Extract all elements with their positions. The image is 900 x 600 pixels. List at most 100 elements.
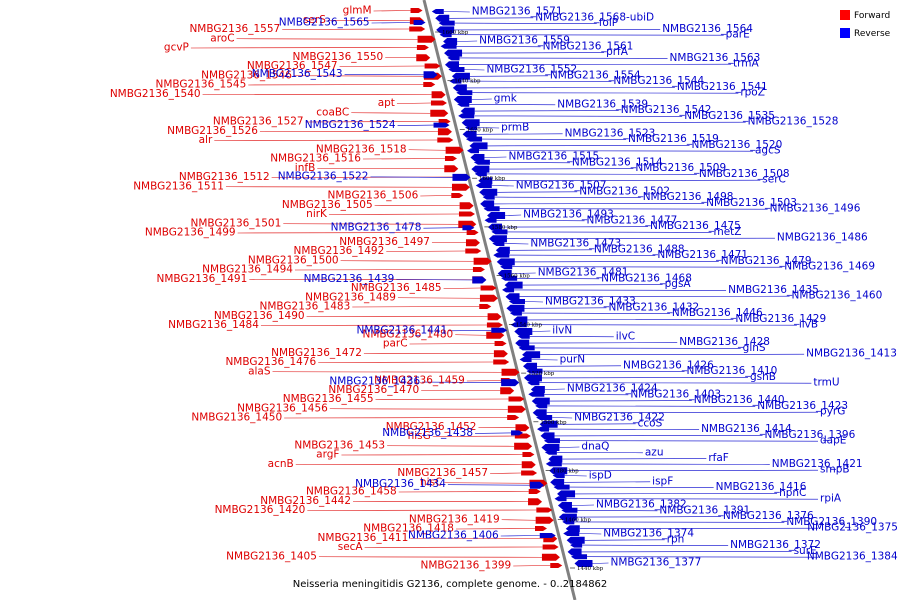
gene-label-nmbg2136-1501[interactable]: NMBG2136_1501 bbox=[191, 217, 282, 229]
gene-label-nmbg2136-1468[interactable]: NMBG2136_1468 bbox=[601, 272, 692, 284]
gene-label-hpnc[interactable]: hpnC bbox=[779, 487, 806, 499]
gene-label-nmbg2136-1559[interactable]: NMBG2136_1559 bbox=[479, 35, 570, 47]
gene-label-nmbg2136-1554[interactable]: NMBG2136_1554 bbox=[550, 69, 641, 81]
gene-label-nmbg2136-1471[interactable]: NMBG2136_1471 bbox=[657, 249, 748, 261]
gene-label-nmbg2136-1405[interactable]: NMBG2136_1405 bbox=[226, 550, 317, 562]
gene-label-nmbg2136-1479[interactable]: NMBG2136_1479 bbox=[721, 255, 812, 267]
gene-label-nmbg2136-1434[interactable]: NMBG2136_1434 bbox=[355, 478, 446, 490]
gene-label-nmbg2136-1528[interactable]: NMBG2136_1528 bbox=[748, 116, 839, 128]
gene-label-nmbg2136-1390[interactable]: NMBG2136_1390 bbox=[786, 516, 877, 528]
gene-label-nmbg2136-1473[interactable]: NMBG2136_1473 bbox=[530, 238, 621, 250]
gene-label-nmbg2136-1503[interactable]: NMBG2136_1503 bbox=[706, 197, 797, 209]
gene-label-nmbg2136-1376[interactable]: NMBG2136_1376 bbox=[723, 510, 814, 522]
gene-label-sure[interactable]: surE bbox=[794, 545, 817, 557]
gene-label-nmbg2136-1565[interactable]: NMBG2136_1565 bbox=[279, 17, 370, 29]
gene-label-nmbg2136-1435[interactable]: NMBG2136_1435 bbox=[728, 284, 819, 296]
gene-label-nmbg2136-1502[interactable]: NMBG2136_1502 bbox=[579, 185, 670, 197]
gene-label-nmbg2136-1419[interactable]: NMBG2136_1419 bbox=[409, 513, 500, 525]
gene-label-dnaq[interactable]: dnaQ bbox=[581, 441, 609, 453]
gene-label-ilvb[interactable]: ilvB bbox=[799, 319, 818, 331]
gene-label-ispf[interactable]: ispF bbox=[652, 475, 673, 487]
gene-label-rfaf[interactable]: rfaF bbox=[708, 452, 729, 464]
gene-label-nmbg2136-1541[interactable]: NMBG2136_1541 bbox=[677, 81, 768, 93]
gene-label-nmbg2136-1424[interactable]: NMBG2136_1424 bbox=[567, 383, 658, 395]
gene-label-nmbg2136-1563[interactable]: NMBG2136_1563 bbox=[670, 52, 761, 64]
gene-label-gshb[interactable]: gshB bbox=[750, 371, 776, 383]
gene-label-nmbg2136-1396[interactable]: NMBG2136_1396 bbox=[765, 429, 856, 441]
gene-label-nmbg2136-1491[interactable]: NMBG2136_1491 bbox=[157, 273, 248, 285]
gene-label-purn[interactable]: purN bbox=[560, 354, 586, 366]
gene-label-nmbg2136-1472[interactable]: NMBG2136_1472 bbox=[271, 347, 362, 359]
gene-label-nmbg2136-1496[interactable]: NMBG2136_1496 bbox=[770, 203, 861, 215]
gene-label-nmbg2136-1543[interactable]: NMBG2136_1543 bbox=[252, 68, 343, 80]
gene-label-nmbg2136-1475[interactable]: NMBG2136_1475 bbox=[650, 220, 741, 232]
gene-label-nmbg2136-1403[interactable]: NMBG2136_1403 bbox=[630, 388, 721, 400]
gene-label-nmbg2136-1512[interactable]: NMBG2136_1512 bbox=[179, 171, 270, 183]
gene-label-ilvc[interactable]: ilvC bbox=[616, 330, 635, 342]
gene-label-nmbg2136-1488[interactable]: NMBG2136_1488 bbox=[594, 243, 685, 255]
gene-label-nmbg2136-1481[interactable]: NMBG2136_1481 bbox=[538, 267, 629, 279]
gene-label-ccos[interactable]: ccoS bbox=[638, 417, 663, 429]
gene-label-nmbg2136-1497[interactable]: NMBG2136_1497 bbox=[339, 236, 430, 248]
gene-label-nmbg2136-1374[interactable]: NMBG2136_1374 bbox=[603, 528, 694, 540]
gene-label-nmbg2136-1391[interactable]: NMBG2136_1391 bbox=[659, 504, 750, 516]
gene-label-nmbg2136-1436[interactable]: NMBG2136_1436 bbox=[329, 376, 420, 388]
gene-label-pgsa[interactable]: pgsA bbox=[665, 278, 692, 290]
gene-label-nmbg2136-1414[interactable]: NMBG2136_1414 bbox=[701, 423, 792, 435]
gene-label-nmbg2136-1515[interactable]: NMBG2136_1515 bbox=[508, 151, 599, 163]
gene-label-nmbg2136-1506[interactable]: NMBG2136_1506 bbox=[328, 190, 419, 202]
gene-label-nmbg2136-1477[interactable]: NMBG2136_1477 bbox=[587, 214, 678, 226]
gene-label-dape[interactable]: dapE bbox=[820, 435, 846, 447]
gene-label-nmbg2136-1452[interactable]: NMBG2136_1452 bbox=[386, 421, 477, 433]
gene-label-nmbg2136-1478[interactable]: NMBG2136_1478 bbox=[331, 222, 422, 234]
gene-label-coabc[interactable]: coaBC bbox=[316, 106, 349, 118]
gene-label-nmbg2136-1480[interactable]: NMBG2136_1480 bbox=[362, 328, 453, 340]
gene-label-nmbg2136-1522[interactable]: NMBG2136_1522 bbox=[278, 170, 369, 182]
gene-label-nmbg2136-1423[interactable]: NMBG2136_1423 bbox=[757, 400, 848, 412]
gene-label-nmbg2136-1519[interactable]: NMBG2136_1519 bbox=[628, 133, 719, 145]
gene-label-nmbg2136-1493[interactable]: NMBG2136_1493 bbox=[523, 209, 614, 221]
gene-label-smpb[interactable]: smpB bbox=[820, 464, 850, 476]
gene-label-apt[interactable]: apt bbox=[378, 97, 395, 109]
gene-label-nmbg2136-1511[interactable]: NMBG2136_1511 bbox=[133, 180, 224, 192]
gene-label-nmbg2136-1470[interactable]: NMBG2136_1470 bbox=[328, 384, 419, 396]
gene-label-nmbg2136-1418[interactable]: NMBG2136_1418 bbox=[363, 523, 454, 535]
gene-label-glmm[interactable]: glmM bbox=[343, 5, 372, 17]
gene-label-nmbg2136-1442[interactable]: NMBG2136_1442 bbox=[260, 495, 351, 507]
gene-label-hisc[interactable]: hisC bbox=[420, 476, 442, 488]
gene-label-nmbg2136-1485[interactable]: NMBG2136_1485 bbox=[351, 282, 442, 294]
gene-label-nmbg2136-1399[interactable]: NMBG2136_1399 bbox=[420, 560, 511, 572]
gene-label-alas[interactable]: alaS bbox=[248, 365, 271, 377]
gene-label-nmbg2136-1410[interactable]: NMBG2136_1410 bbox=[687, 365, 778, 377]
gene-label-nmbg2136-1450[interactable]: NMBG2136_1450 bbox=[191, 412, 282, 424]
gene-label-trma[interactable]: trmA bbox=[733, 58, 759, 70]
gene-label-nmbg2136-1459[interactable]: NMBG2136_1459 bbox=[374, 375, 465, 387]
gene-label-nmbg2136-1552[interactable]: NMBG2136_1552 bbox=[486, 64, 577, 76]
gene-label-ilvn[interactable]: ilvN bbox=[552, 325, 572, 337]
gene-label-pare[interactable]: parE bbox=[726, 29, 750, 41]
gene-label-alr[interactable]: alr bbox=[199, 134, 213, 146]
gene-label-nmbg2136-1384[interactable]: NMBG2136_1384 bbox=[807, 551, 898, 563]
gene-label-prmb[interactable]: prmB bbox=[501, 122, 529, 134]
gene-label-nmbg2136-1469[interactable]: NMBG2136_1469 bbox=[784, 261, 875, 273]
gene-label-nmbg2136-1486[interactable]: NMBG2136_1486 bbox=[777, 232, 868, 244]
gene-label-prfa[interactable]: prfA bbox=[606, 46, 629, 58]
gene-label-nmbg2136-1527[interactable]: NMBG2136_1527 bbox=[213, 116, 304, 128]
gene-label-folp[interactable]: folP bbox=[599, 17, 618, 29]
gene-label-nmbg2136-1544[interactable]: NMBG2136_1544 bbox=[613, 75, 704, 87]
gene-label-nirk[interactable]: nirK bbox=[306, 208, 328, 220]
gene-label-nmbg2136-1428[interactable]: NMBG2136_1428 bbox=[679, 336, 770, 348]
gene-label-gmk[interactable]: gmk bbox=[494, 93, 518, 105]
gene-label-nmbg2136-1509[interactable]: NMBG2136_1509 bbox=[635, 162, 726, 174]
gene-label-glns[interactable]: glnS bbox=[743, 342, 766, 354]
gene-label-pyrg[interactable]: pyrG bbox=[820, 406, 845, 418]
gene-label-nmbg2136-1561[interactable]: NMBG2136_1561 bbox=[543, 40, 634, 52]
gene-label-nmbg2136-1439[interactable]: NMBG2136_1439 bbox=[304, 273, 395, 285]
gene-label-rpoz[interactable]: rpoZ bbox=[740, 87, 765, 99]
gene-label-acnb[interactable]: acnB bbox=[268, 458, 294, 470]
gene-label-nmbg2136-1547[interactable]: NMBG2136_1547 bbox=[247, 60, 338, 72]
gene-label-nmbg2136-1489[interactable]: NMBG2136_1489 bbox=[305, 291, 396, 303]
gene-label-nmbg2136-1411[interactable]: NMBG2136_1411 bbox=[318, 532, 409, 544]
gene-label-nmbg2136-1441[interactable]: NMBG2136_1441 bbox=[356, 324, 447, 336]
gene-label-nmbg2136-1377[interactable]: NMBG2136_1377 bbox=[610, 557, 701, 569]
